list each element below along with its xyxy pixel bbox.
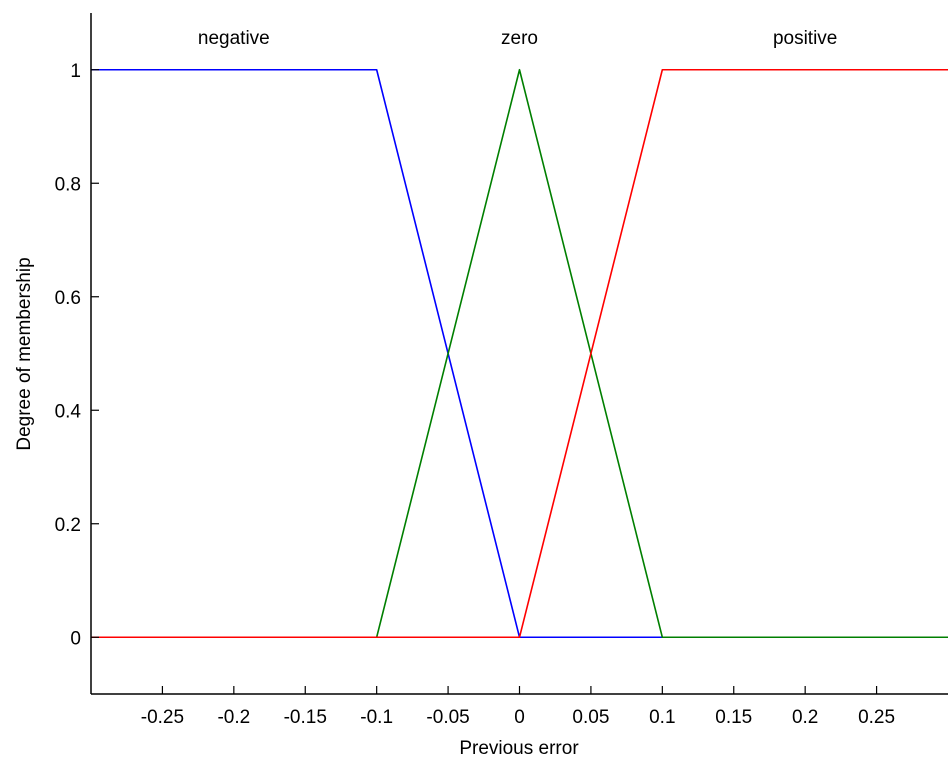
y-axis-label: Degree of membership	[14, 257, 35, 450]
series-label-zero: zero	[501, 28, 538, 49]
series-line-positive	[91, 68, 948, 639]
series-label-positive: positive	[773, 28, 837, 49]
x-tick-label: 0	[514, 707, 525, 728]
axes	[90, 13, 948, 695]
x-tick-label: -0.1	[360, 707, 393, 728]
y-tick-label: 0	[70, 628, 81, 649]
y-tick-label: 0.6	[55, 288, 81, 309]
ticks: -0.25 -0.2 -0.15 -0.1 -0.05 0 0.05 0.1 0.15 0.2 0.…	[55, 61, 895, 728]
x-tick-label: 0.1	[649, 707, 675, 728]
x-tick-label: -0.2	[217, 707, 250, 728]
plot-area	[91, 68, 948, 639]
x-tick-label: -0.05	[426, 707, 469, 728]
series-labels: negative zero positive	[198, 28, 837, 49]
x-tick-label: 0.25	[858, 707, 895, 728]
series-line-negative	[91, 68, 948, 639]
x-axis-label: Previous error	[459, 738, 579, 759]
x-tick-label: -0.15	[284, 707, 327, 728]
x-tick-label: 0.05	[572, 707, 609, 728]
x-tick-label: -0.25	[141, 707, 184, 728]
series-line-zero	[91, 68, 948, 639]
y-tick-label: 1	[70, 61, 81, 82]
y-tick-label: 0.8	[55, 174, 81, 195]
x-tick-label: 0.2	[792, 707, 818, 728]
x-tick-label: 0.15	[715, 707, 752, 728]
series-label-negative: negative	[198, 28, 270, 49]
y-tick-label: 0.4	[55, 401, 82, 422]
y-tick-label: 0.2	[55, 515, 81, 536]
